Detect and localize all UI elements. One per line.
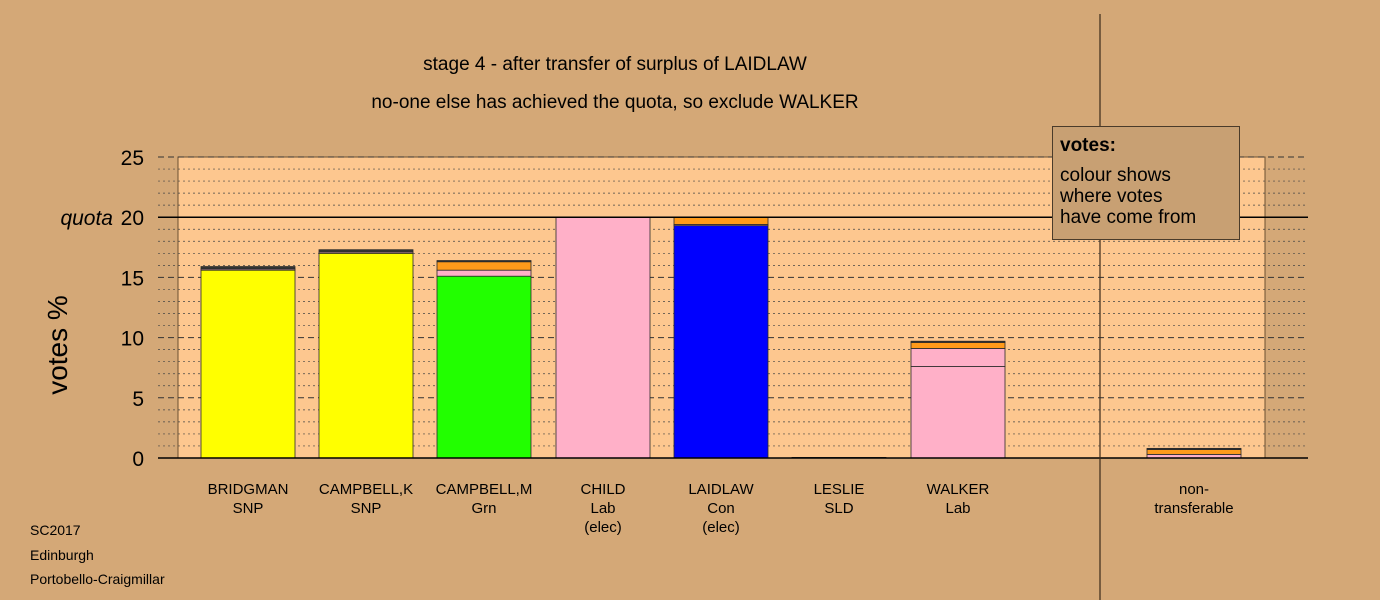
x-tick-label-line: Lab [590,500,616,517]
x-tick-label: CAMPBELL,K SNP [301,480,431,518]
y-axis-label: votes % [42,295,73,395]
footer-election: SC2017 [30,522,81,538]
y-tick-label: 0 [132,448,144,471]
bar-segment [200,266,296,270]
x-tick-label-line: BRIDGMAN [207,481,289,498]
bar-segment [436,260,532,263]
x-tick-label-line: transferable [1154,500,1234,517]
bar-segment [436,275,532,459]
quota-label: quota [60,207,113,230]
x-tick-label-line: (elec) [702,519,740,536]
bar-segment [673,216,769,225]
y-tick-label: 25 [121,147,144,170]
bar-segment [910,340,1006,343]
x-tick-label-line: non- [1178,481,1210,498]
bar-segment [318,249,414,253]
x-tick-label: LESLIE SLD [774,480,904,518]
x-tick-label-line: SNP [232,500,264,517]
x-tick-label-line: SLD [824,500,854,517]
x-tick-label: non-transferable [1129,480,1259,518]
bar-segment [200,269,296,459]
x-tick-label-line: WALKER [926,481,990,498]
legend-line: colour shows [1060,165,1171,186]
x-tick-label-line: Lab [945,500,971,517]
bar-segment [318,252,414,459]
x-tick-label-line: (elec) [584,519,622,536]
chart-subtitle: no-one else has achieved the quota, so e… [371,92,859,113]
x-tick-label: LAIDLAW Con (elec) [656,480,786,537]
y-tick-label: 10 [121,328,144,351]
legend: votes: colour shows where votes have com… [1052,126,1240,240]
bar-segment [910,348,1006,367]
x-tick-label-line: CHILD [580,481,626,498]
x-tick-label-line: Con [707,500,735,517]
x-tick-label: BRIDGMAN SNP [183,480,313,518]
y-tick-label: 5 [132,388,144,411]
footer-council: Edinburgh [30,547,94,563]
legend-title: votes: [1060,135,1116,156]
x-tick-label-line: CAMPBELL,K [318,481,414,498]
y-tick-label: 20 [121,207,144,230]
legend-line: have come from [1060,207,1197,228]
x-tick-label: CHILD Lab (elec) [538,480,668,537]
x-tick-label-line: Grn [471,500,497,517]
bar-segment [910,366,1006,459]
y-tick-label: 15 [121,267,144,290]
x-tick-label-line: LESLIE [813,481,865,498]
x-tick-label: CAMPBELL,M Grn [419,480,549,518]
bar-segment [436,261,532,271]
legend-line: where votes [1060,186,1163,207]
bar-segment [673,225,769,459]
footer-ward: Portobello-Craigmillar [30,571,165,587]
bar-segment [436,269,532,277]
x-tick-label-line: LAIDLAW [688,481,754,498]
x-tick-label-line: SNP [350,500,382,517]
bar-segment [910,342,1006,349]
chart-title: stage 4 - after transfer of surplus of L… [423,54,807,75]
bar-segment [1146,447,1242,450]
bar-segment [1146,449,1242,455]
bar-segment [555,216,651,459]
x-tick-label-line: CAMPBELL,M [435,481,533,498]
x-tick-label: WALKER Lab [893,480,1023,518]
